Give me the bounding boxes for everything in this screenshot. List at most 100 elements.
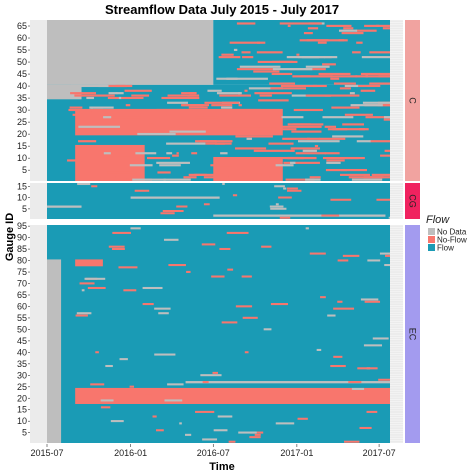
x-tick-label: 2015-07	[30, 448, 63, 458]
texture-mark	[283, 187, 287, 190]
texture-mark	[253, 70, 280, 73]
strip-c	[405, 20, 420, 181]
texture-mark	[269, 392, 291, 395]
x-axis-title: Time	[209, 461, 234, 473]
texture-mark	[366, 410, 378, 413]
texture-mark	[227, 268, 234, 271]
texture-mark	[135, 113, 167, 116]
texture-mark	[324, 125, 337, 128]
texture-mark	[176, 205, 188, 208]
legend-swatch	[428, 236, 435, 243]
texture-mark	[129, 164, 153, 167]
y-tick-label: 85	[17, 244, 27, 254]
texture-mark	[360, 89, 376, 92]
texture-mark	[256, 51, 283, 54]
texture-mark	[115, 84, 126, 88]
texture-mark	[134, 189, 150, 192]
panel-c: 5 10 15 20 25 30 35 40 45 50 55 60 65 C	[17, 19, 420, 182]
x-tick-label: 2016-07	[197, 448, 230, 458]
texture-mark	[81, 289, 85, 292]
texture-mark	[145, 394, 152, 397]
segment-no-data	[213, 214, 386, 217]
texture-mark	[172, 154, 179, 157]
texture-mark	[218, 125, 260, 128]
y-tick-label: 25	[17, 382, 27, 392]
texture-mark	[360, 72, 390, 76]
texture-mark	[319, 75, 358, 78]
texture-mark	[213, 429, 228, 432]
texture-mark	[94, 108, 104, 112]
texture-mark	[158, 312, 169, 315]
texture-mark	[330, 364, 346, 368]
texture-mark	[107, 96, 144, 100]
texture-mark	[372, 390, 390, 393]
texture-mark	[269, 82, 296, 85]
texture-mark	[369, 82, 390, 85]
texture-mark	[123, 289, 137, 292]
texture-mark	[268, 142, 294, 145]
texture-mark	[260, 214, 281, 217]
texture-mark	[149, 123, 154, 126]
texture-mark	[274, 185, 285, 188]
texture-mark	[107, 171, 137, 174]
texture-mark	[271, 60, 294, 64]
texture-mark	[92, 161, 105, 164]
texture-mark	[383, 118, 390, 121]
texture-mark	[67, 159, 82, 162]
texture-mark	[166, 152, 173, 155]
texture-mark	[283, 161, 320, 164]
texture-mark	[119, 358, 128, 361]
texture-mark	[212, 371, 218, 374]
texture-mark	[78, 140, 97, 143]
texture-mark	[320, 296, 326, 299]
texture-mark	[309, 252, 326, 255]
legend-label: Flow	[437, 244, 454, 253]
segment-no-flow	[75, 144, 145, 181]
y-tick-label: 10	[17, 416, 27, 426]
texture-mark	[146, 156, 171, 160]
y-tick-label: 60	[17, 33, 27, 43]
texture-mark	[282, 137, 321, 140]
segment-no-data	[47, 259, 62, 443]
texture-mark	[364, 24, 380, 27]
texture-mark	[357, 367, 378, 370]
texture-mark	[279, 22, 319, 25]
texture-mark	[254, 433, 261, 436]
texture-mark	[195, 116, 216, 119]
segment-no-flow	[75, 259, 103, 267]
texture-mark	[380, 154, 390, 157]
segment-no-data	[47, 84, 82, 100]
x-axis: 2015-07 2016-01 2016-07 2017-01 2017-07	[30, 444, 396, 458]
chart-title: Streamflow Data July 2015 - July 2017	[105, 2, 339, 17]
y-tick-label: 70	[17, 279, 27, 289]
texture-mark	[295, 152, 326, 155]
texture-mark	[182, 104, 204, 107]
texture-mark	[154, 307, 171, 310]
texture-mark	[254, 92, 292, 95]
texture-mark	[305, 227, 309, 230]
texture-mark	[287, 187, 298, 190]
texture-mark	[342, 123, 364, 126]
segment-flow	[47, 183, 390, 219]
texture-mark	[318, 72, 351, 76]
y-tick-label: 35	[17, 359, 27, 369]
texture-mark	[125, 104, 131, 107]
texture-mark	[356, 140, 371, 143]
texture-mark	[384, 264, 390, 267]
texture-mark	[371, 173, 390, 176]
texture-mark	[156, 108, 193, 112]
texture-mark	[156, 429, 164, 432]
texture-mark	[281, 116, 304, 119]
texture-mark	[292, 123, 324, 126]
texture-mark	[259, 94, 272, 97]
texture-mark	[263, 328, 272, 331]
y-tick-label: 90	[17, 233, 27, 243]
legend-swatch	[428, 228, 435, 235]
legend-title: Flow	[426, 214, 450, 226]
texture-mark	[275, 422, 295, 425]
y-tick-label: 55	[17, 313, 27, 323]
texture-mark	[331, 106, 360, 109]
texture-mark	[314, 144, 319, 148]
texture-mark	[202, 381, 209, 384]
